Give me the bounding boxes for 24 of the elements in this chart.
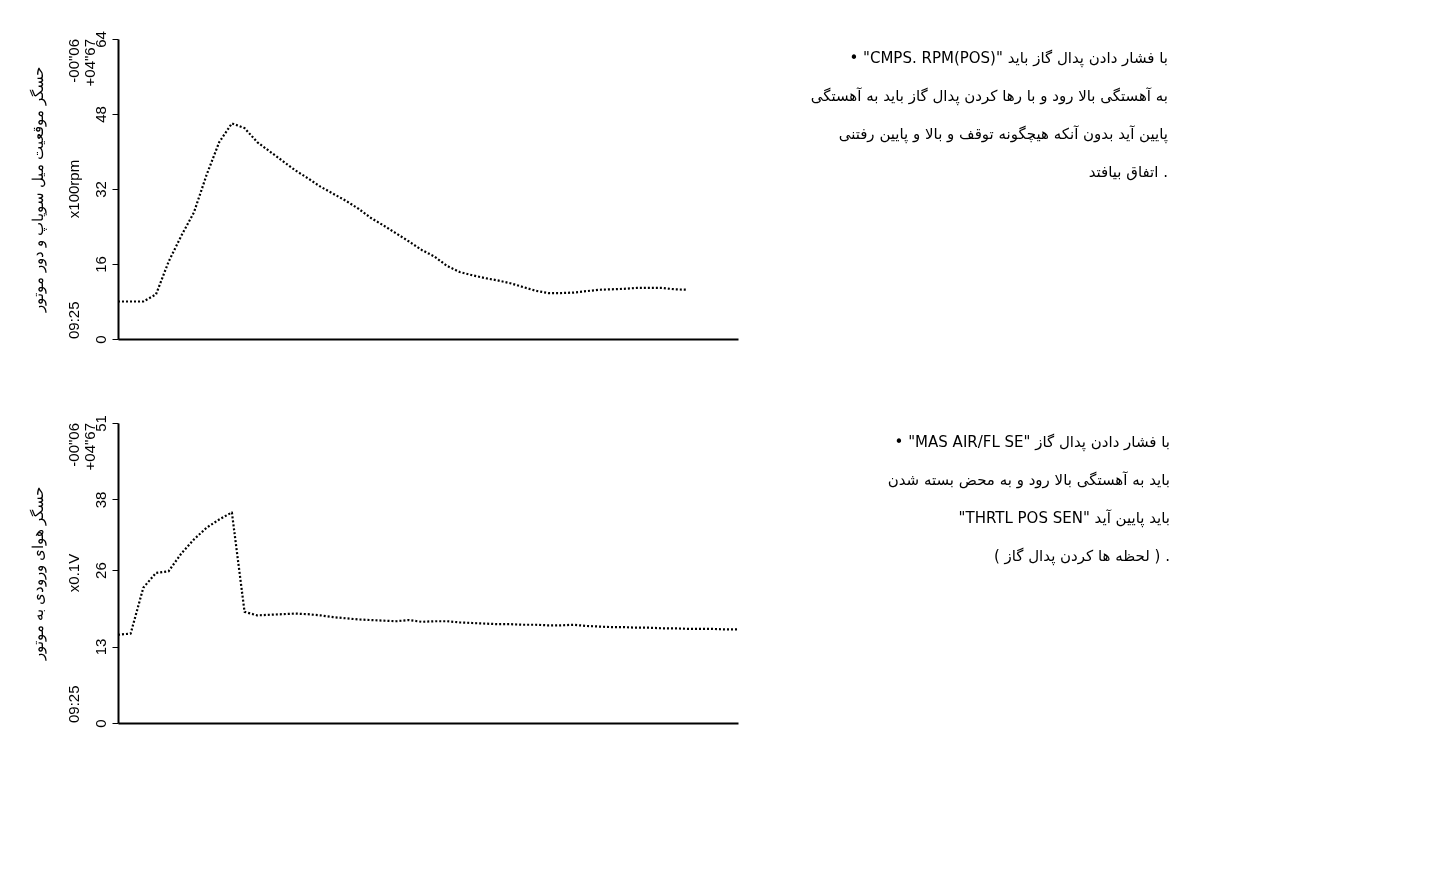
text: "THRTL POS SEN" باید پایین آید xyxy=(958,509,1170,528)
y-tick-label: 0 xyxy=(91,719,109,728)
y-tick-label: 48 xyxy=(91,106,109,123)
y-tick-label: 26 xyxy=(91,562,109,579)
y-tick-label: 0 xyxy=(91,335,109,344)
y-tick-label: 13 xyxy=(91,638,109,656)
text: اتفاق بیافتد . xyxy=(1088,163,1168,181)
y-axis-title: حسگر هوای ورودی به موتور xyxy=(28,486,47,662)
text: 09:25 xyxy=(65,685,82,723)
text: ( لحظه ها کردن پدال گاز ) . xyxy=(993,547,1170,566)
text: -00"06 xyxy=(65,39,82,83)
text: -00"06 xyxy=(65,423,82,467)
y-tick-label: 32 xyxy=(91,181,109,198)
text: • "MAS AIR/FL SE" با فشار دادن پدال گاز xyxy=(894,433,1170,452)
text: x0.1V xyxy=(65,553,82,593)
y-axis-title: حسگر موقعیت میل سوپاپ و دور موتور xyxy=(28,67,47,313)
y-tick-label: 16 xyxy=(91,256,109,273)
text: • "CMPS. RPM(POS)" با فشار دادن پدال گاز باید xyxy=(849,49,1168,68)
text: 09:25 xyxy=(65,301,82,339)
text: به آهستگی بالا رود و با رها کردن پدال گاز باید به آهستگی xyxy=(810,87,1168,106)
text: پایین آید بدون آنکه هیچگونه توقف و بالا و پایین رفتنی xyxy=(838,125,1168,144)
text: باید به آهستگی بالا رود و به محض بسته شدن xyxy=(887,471,1170,489)
y-tick-label: 38 xyxy=(91,491,109,509)
text: x100rpm xyxy=(65,159,82,219)
